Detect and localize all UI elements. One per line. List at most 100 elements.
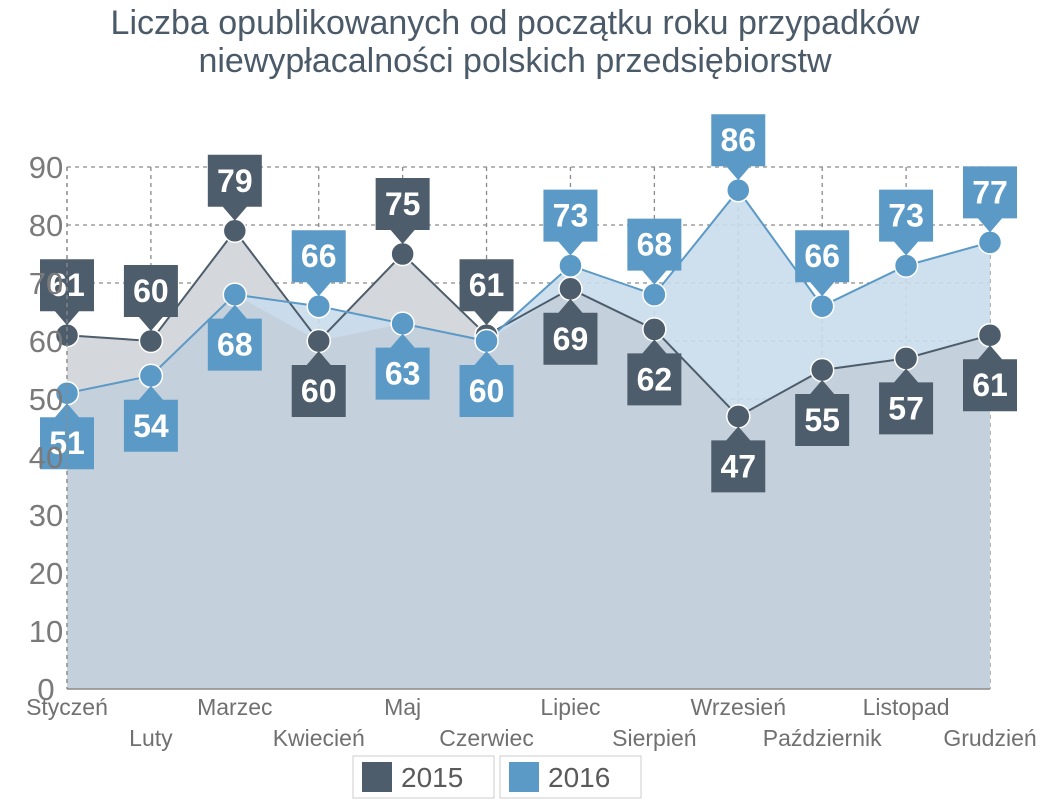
data-label-text: 47 [720, 448, 756, 484]
data-label-box [459, 351, 514, 417]
data-label-text: 55 [804, 402, 840, 438]
data-label-text: 75 [385, 186, 421, 222]
x-tick-label: Wrzesień [691, 694, 786, 720]
data-label-box [711, 426, 766, 493]
legend-item-2015: 2015 [352, 755, 495, 799]
data-label-2015: 61 [963, 345, 1017, 412]
data-label-2015: 75 [375, 178, 430, 244]
data-label-box [459, 259, 514, 326]
data-point-2015 [558, 276, 583, 302]
data-label-box [627, 339, 682, 406]
data-label-2016: 68 [207, 304, 262, 371]
legend-label: 2015 [401, 762, 463, 793]
data-point-2015 [809, 357, 835, 383]
data-point-2016 [642, 282, 667, 307]
data-label-text: 60 [469, 373, 505, 409]
y-tick-label: 40 [29, 440, 63, 475]
x-tick-label: Październik [763, 725, 882, 751]
data-label-text: 73 [888, 198, 924, 234]
data-label-2015: 60 [123, 265, 178, 331]
y-tick-label: 50 [29, 382, 63, 417]
data-label-2016: 68 [627, 218, 682, 285]
axes: 0 10 20 30 40 50 60 70 80 90 Styczeń Luty MarzecKwie… [26, 150, 1037, 751]
line-2016 [66, 188, 991, 395]
series-lines [66, 188, 991, 418]
data-point-2016 [977, 230, 1003, 255]
data-label-text: 63 [385, 356, 421, 392]
data-label-box [207, 304, 262, 371]
data-point-2015 [977, 322, 1003, 348]
data-label-text: 62 [637, 361, 673, 397]
data-label-box [375, 178, 430, 244]
data-label-text: 60 [301, 373, 337, 409]
data-label-box [795, 230, 850, 297]
y-tick-label: 90 [29, 150, 63, 185]
data-point-2016 [222, 282, 248, 307]
legend-item-2016: 2016 [499, 755, 642, 799]
data-label-box [123, 385, 178, 452]
data-label-2016: 77 [963, 166, 1017, 233]
data-label-2016: 73 [543, 189, 598, 256]
y-tick-label: 0 [37, 672, 54, 707]
data-label-box [207, 154, 262, 221]
data-point-2015 [893, 346, 919, 371]
line-2015 [66, 229, 991, 418]
data-label-2016: 60 [459, 351, 514, 417]
data-label-box [879, 189, 934, 256]
chart-title-line1: Liczba opublikowanych od początku roku p… [110, 4, 920, 42]
data-point-2015 [222, 218, 248, 244]
y-tick-label: 60 [29, 324, 63, 359]
data-label-box [40, 259, 94, 326]
data-label-text: 69 [553, 321, 589, 357]
data-label-text: 61 [972, 367, 1008, 403]
data-point-2015 [726, 404, 751, 429]
data-label-2015: 55 [795, 380, 850, 446]
data-point-2016 [809, 293, 835, 319]
data-label-box [963, 166, 1017, 233]
data-point-2016 [390, 311, 415, 336]
data-label-text: 61 [469, 267, 505, 303]
data-label-2015: 47 [711, 426, 766, 493]
data-label-box [711, 114, 766, 181]
data-label-2016: 66 [795, 230, 850, 297]
data-label-text: 66 [301, 238, 337, 274]
chart-title: Liczba opublikowanych od początku roku p… [0, 4, 1030, 80]
data-label-2015: 57 [879, 368, 934, 435]
x-tick-label: Listopad [863, 694, 950, 720]
data-point-2015 [306, 328, 331, 354]
data-label-box [879, 368, 934, 435]
data-label-box [795, 380, 850, 446]
data-label-2016: 66 [291, 230, 346, 297]
data-label-box [543, 189, 598, 256]
data-label-2015: 69 [543, 298, 598, 365]
data-label-box [40, 403, 94, 470]
data-label-2015: 61 [459, 259, 514, 326]
data-points [54, 177, 1003, 429]
y-tick-label: 20 [29, 556, 63, 591]
data-point-2016 [138, 363, 164, 389]
data-label-text: 60 [133, 273, 169, 309]
x-tick-label: Czerwiec [439, 725, 534, 751]
data-label-text: 54 [133, 408, 169, 444]
data-point-2015 [138, 328, 164, 354]
x-tick-label: Luty [129, 725, 173, 751]
y-tick-label: 80 [29, 208, 63, 243]
y-tick-label: 30 [29, 498, 63, 533]
data-point-2016 [726, 177, 751, 203]
data-label-text: 77 [972, 174, 1008, 210]
data-label-text: 68 [217, 327, 253, 363]
data-point-2016 [893, 253, 919, 278]
data-label-text: 66 [804, 238, 840, 274]
data-point-2015 [642, 317, 667, 342]
x-tick-label: Sierpień [612, 725, 696, 751]
data-label-2015: 62 [627, 339, 682, 406]
data-label-2016: 63 [375, 333, 430, 400]
x-tick-label: Kwiecień [273, 725, 365, 751]
legend: 2015 2016 [352, 755, 642, 799]
data-label-2015: 60 [291, 351, 346, 417]
y-tick-label: 10 [29, 614, 63, 649]
data-label-box [291, 230, 346, 297]
y-tick-label: 70 [29, 266, 63, 301]
